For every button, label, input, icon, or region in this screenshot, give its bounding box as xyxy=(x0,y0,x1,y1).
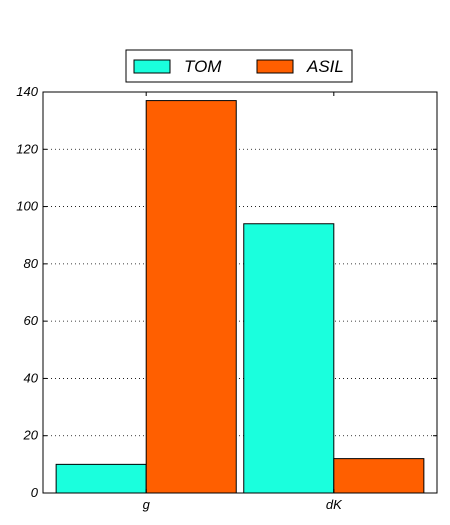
y-tick-label: 0 xyxy=(31,485,39,500)
bar-tom-g xyxy=(55,463,147,494)
legend: TOM ASIL xyxy=(125,49,353,83)
legend-label-tom: TOM xyxy=(184,57,222,76)
y-tick-label: 40 xyxy=(24,370,39,385)
bar-asil-dk xyxy=(333,458,425,494)
x-tick-label: g xyxy=(143,497,151,512)
legend-swatch-tom xyxy=(133,59,171,74)
legend-swatch-asil xyxy=(256,59,294,74)
y-tick-label: 80 xyxy=(24,256,39,271)
y-tick-label: 120 xyxy=(16,141,38,156)
y-axis: 0 20 40 60 80 100 120 140 xyxy=(16,84,437,500)
y-tick-label: 100 xyxy=(16,199,38,214)
x-axis: g dK xyxy=(143,92,343,512)
x-tick-label: dK xyxy=(326,497,343,512)
legend-label-asil: ASIL xyxy=(306,57,344,76)
plot-frame xyxy=(42,91,438,494)
bars xyxy=(55,100,425,494)
grid-lines xyxy=(43,148,437,437)
y-tick-label: 60 xyxy=(24,313,39,328)
y-tick-label: 140 xyxy=(16,84,38,99)
bar-tom-dk xyxy=(243,223,335,494)
y-tick-label: 20 xyxy=(23,428,39,443)
bar-asil-g xyxy=(145,100,237,494)
